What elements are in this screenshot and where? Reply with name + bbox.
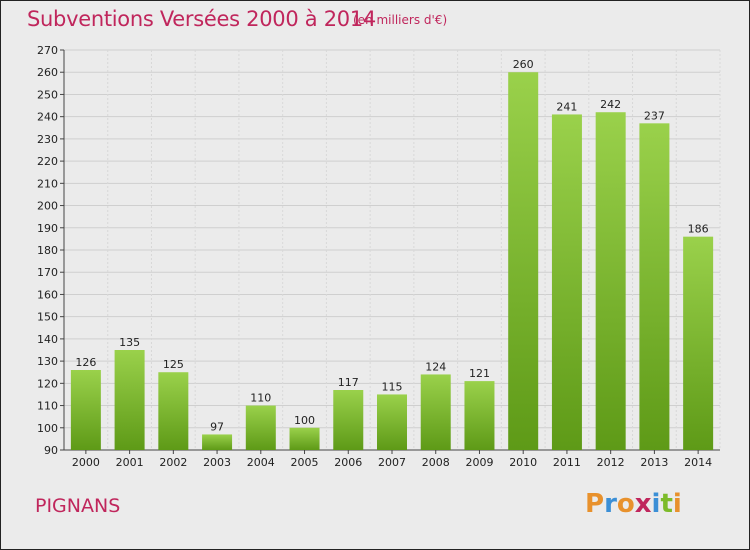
x-tick-label-2012: 2012 [597,456,625,469]
bar-2002 [158,372,189,450]
chart-title: Subventions Versées 2000 à 2014 [27,7,376,31]
value-label-2010: 260 [513,58,534,71]
y-tick-label: 120 [37,377,58,390]
y-tick-label: 180 [37,244,58,257]
y-tick-label: 140 [37,333,58,346]
x-tick-label-2010: 2010 [509,456,537,469]
bar-2010 [508,72,539,450]
y-tick-label: 200 [37,200,58,213]
value-label-2006: 117 [338,376,359,389]
logo-letter: r [604,489,617,519]
value-label-2008: 124 [425,360,446,373]
value-labels: 126 135 125 97 110 100 117 115 124 121 260 241 242 23… [75,58,708,433]
commune-name: PIGNANS [35,495,121,517]
x-tick-label-2011: 2011 [553,456,581,469]
bar-2009 [464,381,495,450]
value-label-2004: 110 [250,392,271,405]
value-label-2007: 115 [382,380,403,393]
logo-letter: x [634,489,652,519]
y-tick-label: 250 [37,88,58,101]
logo-letter: t [660,489,673,519]
value-label-2001: 135 [119,336,140,349]
y-tick-label: 170 [37,266,58,279]
proxiti-logo: Proxiti [585,489,682,519]
value-label-2013: 237 [644,109,665,122]
x-tick-label-2002: 2002 [159,456,187,469]
x-tick-label-2003: 2003 [203,456,231,469]
y-tick-label: 160 [37,288,58,301]
x-tick-label-2008: 2008 [422,456,450,469]
logo-letter: i [651,489,661,519]
y-tick-label: 240 [37,111,58,124]
y-tick-label: 220 [37,155,58,168]
chart-subtitle: (en milliers d'€) [353,13,448,27]
y-tick-label: 260 [37,66,58,79]
value-label-2009: 121 [469,367,490,380]
bar-2000 [70,370,101,450]
y-tick-label: 90 [44,444,58,457]
value-label-2011: 241 [556,100,577,113]
y-tick-label: 130 [37,355,58,368]
x-tick-label-2014: 2014 [684,456,712,469]
logo-letter: P [585,489,605,519]
bar-2001 [114,350,145,450]
bar-2014 [683,236,714,450]
y-tick-label: 150 [37,311,58,324]
y-tick-label: 100 [37,422,58,435]
value-label-2000: 126 [75,356,96,369]
y-tick-label: 110 [37,400,58,413]
bar-2011 [551,114,582,450]
bar-2007 [377,394,407,450]
y-tick-label: 210 [37,177,58,190]
x-tick-label-2005: 2005 [291,456,319,469]
x-tick-label-2009: 2009 [465,456,493,469]
bar-2012 [595,112,626,450]
bar-2013 [639,123,670,450]
bar-2005 [289,427,320,450]
x-tick-label-2006: 2006 [334,456,362,469]
bar-2003 [202,434,233,450]
x-tick-label-2000: 2000 [72,456,100,469]
value-label-2003: 97 [210,420,224,433]
value-label-2002: 125 [163,358,184,371]
y-tick-label: 230 [37,133,58,146]
x-tick-label-2007: 2007 [378,456,406,469]
bar-2004 [245,405,276,450]
x-tick-label-2001: 2001 [116,456,144,469]
bars [70,72,714,450]
x-tick-label-2013: 2013 [640,456,668,469]
bar-2008 [420,374,451,450]
logo-letter: i [672,489,682,519]
bar-2006 [333,390,364,450]
value-label-2014: 186 [688,223,709,236]
y-tick-label: 190 [37,222,58,235]
axes: 90 100 110 120 130 140 150 160 170 180 190 200 210 22… [37,44,720,469]
x-tick-label-2004: 2004 [247,456,275,469]
value-label-2005: 100 [294,414,315,427]
value-label-2012: 242 [600,98,621,111]
logo-letter: o [616,489,635,519]
y-tick-label: 270 [37,44,58,57]
